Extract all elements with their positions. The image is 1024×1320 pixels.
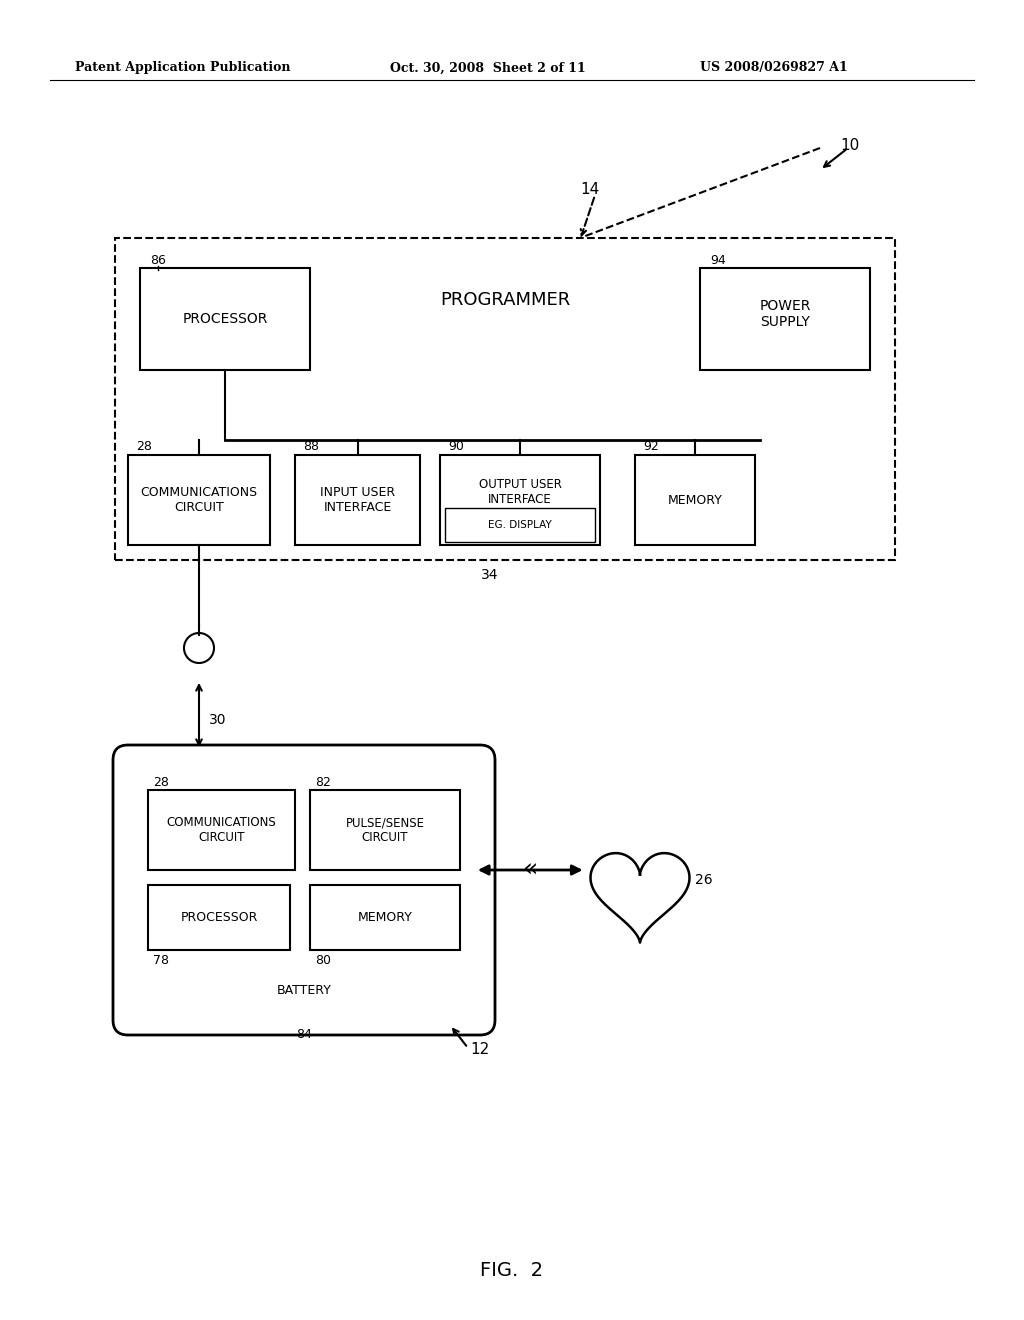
Text: MEMORY: MEMORY (668, 494, 723, 507)
Text: BATTERY: BATTERY (276, 983, 332, 997)
Text: EG. DISPLAY: EG. DISPLAY (488, 520, 552, 531)
Text: FIG.  2: FIG. 2 (480, 1261, 544, 1279)
Text: 90: 90 (449, 441, 464, 454)
Text: 78: 78 (153, 953, 169, 966)
Text: Patent Application Publication: Patent Application Publication (75, 62, 291, 74)
Text: MEMORY: MEMORY (357, 911, 413, 924)
Text: 82: 82 (315, 776, 331, 788)
Text: INPUT USER
INTERFACE: INPUT USER INTERFACE (319, 486, 395, 513)
Text: 10: 10 (840, 137, 859, 153)
Text: 12: 12 (470, 1043, 489, 1057)
Text: 86: 86 (150, 253, 166, 267)
Text: OUTPUT USER
INTERFACE: OUTPUT USER INTERFACE (478, 478, 561, 506)
Text: 88: 88 (303, 441, 319, 454)
Text: 28: 28 (136, 441, 152, 454)
Text: PROGRAMMER: PROGRAMMER (440, 290, 570, 309)
Text: PULSE/SENSE
CIRCUIT: PULSE/SENSE CIRCUIT (345, 816, 425, 843)
Text: 34: 34 (481, 568, 499, 582)
Text: 26: 26 (694, 873, 712, 887)
Text: 84: 84 (296, 1028, 312, 1041)
Text: COMMUNICATIONS
CIRCUIT: COMMUNICATIONS CIRCUIT (140, 486, 258, 513)
Text: PROCESSOR: PROCESSOR (182, 312, 267, 326)
Text: 94: 94 (710, 253, 726, 267)
Text: POWER
SUPPLY: POWER SUPPLY (760, 298, 811, 329)
Text: «: « (522, 858, 538, 882)
Text: 30: 30 (209, 713, 226, 727)
Text: 14: 14 (580, 182, 599, 198)
Text: COMMUNICATIONS
CIRCUIT: COMMUNICATIONS CIRCUIT (167, 816, 276, 843)
Text: PROCESSOR: PROCESSOR (180, 911, 258, 924)
Text: 80: 80 (315, 953, 331, 966)
Text: US 2008/0269827 A1: US 2008/0269827 A1 (700, 62, 848, 74)
Text: 28: 28 (153, 776, 169, 788)
Text: 92: 92 (643, 441, 658, 454)
Text: Oct. 30, 2008  Sheet 2 of 11: Oct. 30, 2008 Sheet 2 of 11 (390, 62, 586, 74)
